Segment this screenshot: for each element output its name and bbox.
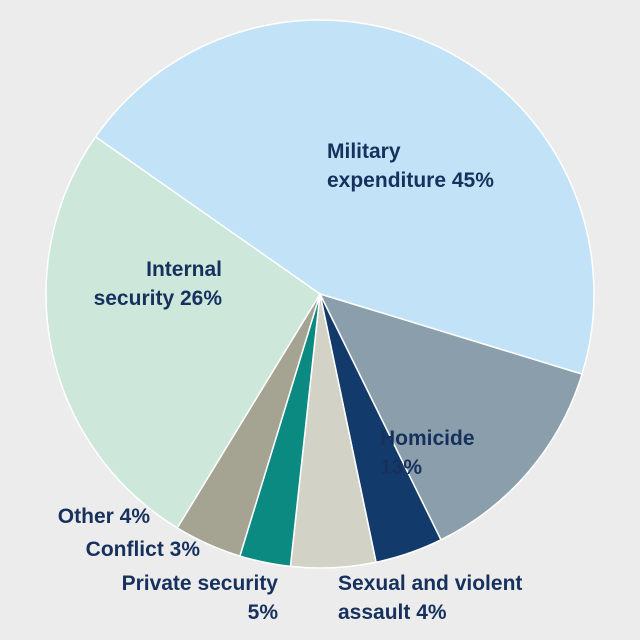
slice-label: Private security 5% [122, 572, 279, 624]
slice-label-line: Internal [146, 258, 222, 281]
slice-label: Internal security 26% [94, 258, 223, 310]
slice-label-line: Sexual and violent [338, 572, 522, 595]
slice-label: Military expenditure 45% [327, 140, 494, 192]
slice-label: Other 4% [58, 505, 151, 528]
slice-label-line: 5% [248, 601, 279, 624]
slice-label-line: Homicide [380, 427, 475, 450]
slice-label: Homicide 13% [380, 427, 475, 479]
slice-label: Sexual and violent assault 4% [338, 572, 522, 624]
pie-slice [94, 19, 595, 376]
slice-label-line: Other 4% [58, 505, 151, 528]
pie-slice [45, 135, 322, 529]
slice-label-line: security 26% [94, 287, 223, 310]
slice-label-line: Military [327, 140, 401, 163]
slice-label-line: assault 4% [338, 601, 447, 624]
slice-label: Conflict 3% [86, 538, 201, 561]
pie-slice [318, 292, 583, 541]
pie-slices [45, 19, 595, 569]
slice-label-line: expenditure 45% [327, 169, 494, 192]
slice-label-line: Conflict 3% [86, 538, 201, 561]
pie-labels: Military expenditure 45% Homicide 13% Sexual… [58, 140, 523, 624]
slice-label-line: Private security [122, 572, 279, 595]
slice-label-line: 13% [380, 456, 422, 479]
